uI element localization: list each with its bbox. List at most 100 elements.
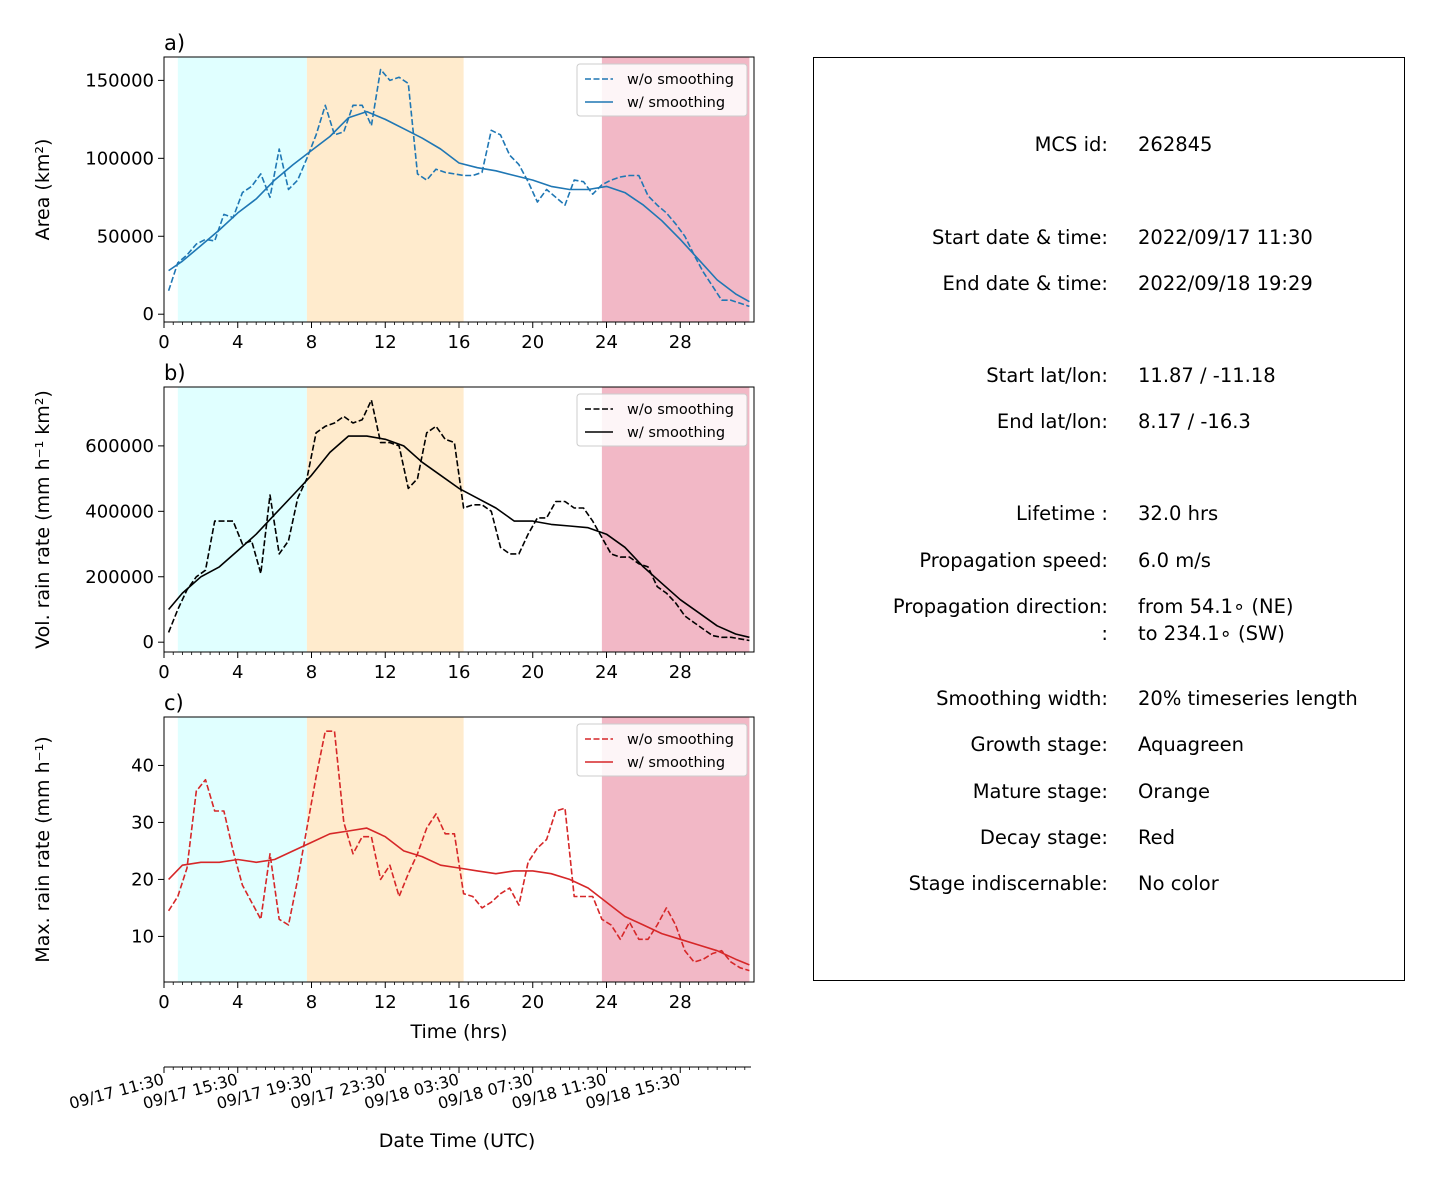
x-tick-label: 24 [595,992,618,1013]
x-tick-label: 28 [669,332,692,353]
mature-stage-band [306,57,464,322]
info-label: Stage indiscernable: [909,872,1108,895]
info-label: End date & time: [943,272,1108,295]
info-value: to 234.1∘ (SW) [1138,622,1285,645]
x-tick-label: 12 [374,992,397,1013]
x-tick-label: 4 [232,662,243,683]
y-axis-label: Max. rain rate (mm h⁻¹) [32,736,54,962]
info-label: : [1101,622,1108,645]
x-tick-label: 8 [306,332,317,353]
info-label: Smoothing width: [936,687,1108,710]
x-tick-label: 4 [232,992,243,1013]
x-tick-label: 12 [374,662,397,683]
info-value: from 54.1∘ (NE) [1138,595,1294,618]
info-value: Red [1138,826,1175,849]
y-tick-label: 0 [143,632,154,653]
legend: w/o smoothing w/ smoothing [576,723,748,777]
legend-label: w/o smoothing [627,72,734,88]
chart-panel-b: 0 4 8 12 16 20 24 28 0 200000 400000 600000 b) Vol. r… [32,361,755,683]
x-tick-label: 28 [669,992,692,1013]
x-tick-label: 12 [374,332,397,353]
x-tick-label: 16 [448,992,471,1013]
info-value: 32.0 hrs [1138,502,1218,525]
legend-box [576,393,748,447]
x-tick-label: 20 [521,332,544,353]
info-value: 6.0 m/s [1138,549,1211,572]
legend: w/o smoothing w/ smoothing [576,393,748,447]
y-tick-label: 100000 [85,148,154,169]
x-tick-label: 4 [232,332,243,353]
x-tick-label: 20 [521,662,544,683]
info-label: Propagation speed: [919,549,1108,572]
legend: w/o smoothing w/ smoothing [576,63,748,117]
info-value: 262845 [1138,133,1212,156]
info-label: Start date & time: [932,226,1108,249]
chart-panels: 0 4 8 12 16 20 24 28 0 50000 100000 150000 a) Area (k… [32,31,755,1043]
info-value: 2022/09/17 11:30 [1138,226,1313,249]
x-tick-label: 20 [521,992,544,1013]
smoothed-series-line [167,435,750,639]
y-tick-label: 600000 [85,436,154,457]
y-tick-label: 400000 [85,501,154,522]
panel-label: b) [164,361,186,385]
info-label: MCS id: [1035,133,1108,156]
legend-label: w/ smoothing [627,755,725,771]
panel-label: a) [164,31,185,55]
x-tick-label: 0 [158,662,169,683]
x-tick-label: 8 [306,662,317,683]
x-tick-label: 28 [669,662,692,683]
info-value: 20% timeseries length [1138,687,1358,710]
info-label: Lifetime : [1016,502,1108,525]
legend-label: w/ smoothing [627,95,725,111]
info-value: 8.17 / -16.3 [1138,410,1251,433]
legend-label: w/o smoothing [627,402,734,418]
info-value: Orange [1138,780,1210,803]
y-tick-label: 10 [131,926,154,947]
x-tick-label: 24 [595,662,618,683]
panel-label: c) [164,691,184,715]
info-panel-frame [813,57,1405,981]
info-label: Propagation direction: [893,595,1108,618]
mature-stage-band [306,387,464,652]
y-axis-label: Vol. rain rate (mm h⁻¹ km²) [32,390,54,649]
growth-stage-band [177,57,307,322]
info-label: Decay stage: [980,826,1108,849]
legend-label: w/o smoothing [627,732,734,748]
growth-stage-band [177,387,307,652]
raw-series-line [167,68,750,308]
y-tick-label: 150000 [85,70,154,91]
y-tick-label: 50000 [97,226,154,247]
mature-stage-band [306,717,464,982]
chart-panel-c: 0 4 8 12 16 20 24 28 10 20 30 40 c) Max. rain rate (m… [32,691,755,1043]
raw-series-line [167,730,750,972]
info-label: Start lat/lon: [986,364,1108,387]
info-value: No color [1138,872,1220,895]
info-value: 11.87 / -11.18 [1138,364,1276,387]
growth-stage-band [177,717,307,982]
y-axis-label: Area (km²) [32,139,54,241]
legend-label: w/ smoothing [627,425,725,441]
x-axis-label: Time (hrs) [409,1021,507,1043]
smoothed-series-line [168,827,750,966]
y-tick-label: 0 [143,304,154,325]
info-label: Growth stage: [971,733,1108,756]
x-tick-label: 8 [306,992,317,1013]
y-tick-label: 30 [131,812,154,833]
y-tick-label: 200000 [85,567,154,588]
info-value: 2022/09/18 19:29 [1138,272,1313,295]
chart-panel-a: 0 4 8 12 16 20 24 28 0 50000 100000 150000 a) Area (k… [32,31,755,353]
x-tick-label: 16 [448,662,471,683]
x-tick-label: 0 [158,332,169,353]
raw-series-line [167,399,750,642]
info-label: Mature stage: [973,780,1108,803]
info-value: Aquagreen [1138,733,1244,756]
datetime-axis-label: Date Time (UTC) [379,1130,535,1152]
legend-box [576,63,748,117]
info-label: End lat/lon: [997,410,1108,433]
y-tick-label: 40 [131,755,154,776]
smoothed-series-line [168,110,750,303]
x-tick-label: 16 [448,332,471,353]
x-tick-label: 24 [595,332,618,353]
